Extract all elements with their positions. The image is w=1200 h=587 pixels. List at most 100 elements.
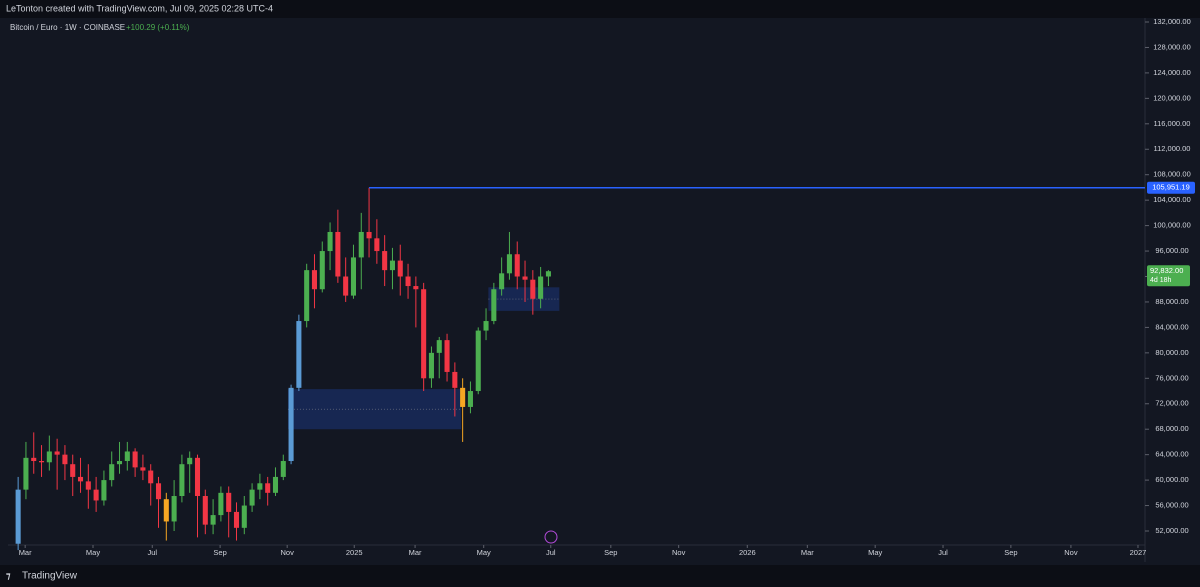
candle-body — [288, 387, 294, 462]
candle-body — [109, 464, 115, 481]
y-tick-label: 104,000.00 — [1153, 195, 1191, 204]
last-price: 92,832.00 — [1150, 266, 1183, 275]
y-tick-label: 128,000.00 — [1153, 42, 1191, 51]
candle-body — [405, 276, 411, 287]
event-icon[interactable] — [544, 530, 558, 544]
x-tick-label: Mar — [409, 548, 422, 557]
candle-body — [210, 515, 216, 525]
candle-body — [483, 321, 489, 331]
y-tick-label: 72,000.00 — [1155, 399, 1188, 408]
countdown: 4d 18h — [1150, 277, 1172, 284]
y-tick-label: 84,000.00 — [1155, 322, 1188, 331]
candle-body — [62, 454, 68, 465]
candle-body — [70, 464, 76, 477]
candle-body — [296, 321, 302, 388]
candle-body — [444, 340, 450, 372]
candle-body — [382, 251, 388, 271]
candle-body — [514, 254, 520, 277]
candle-body — [272, 476, 279, 493]
candle-body — [421, 289, 427, 379]
candle-body — [350, 257, 357, 296]
y-tick-label: 56,000.00 — [1155, 501, 1188, 510]
brand-logo: ⁊ — [6, 570, 11, 580]
candle-body — [202, 496, 208, 525]
candle-body — [413, 286, 419, 290]
y-tick-label: 132,000.00 — [1153, 17, 1191, 26]
candle-body — [319, 251, 325, 290]
x-tick-label: Jul — [546, 548, 556, 557]
candle-body — [538, 276, 544, 299]
candle-body — [140, 467, 146, 471]
candle-body — [522, 276, 528, 280]
y-tick-label: 68,000.00 — [1155, 424, 1188, 433]
candle-body — [233, 511, 240, 528]
candle-body — [311, 270, 318, 290]
candle-body — [155, 483, 162, 500]
x-tick-label: Sep — [1004, 548, 1017, 557]
x-tick-label: 2025 — [346, 548, 363, 557]
x-tick-label: May — [477, 548, 491, 557]
candle-body — [132, 451, 138, 468]
candle-body — [226, 492, 232, 512]
candle-body — [389, 260, 395, 271]
y-tick-label: 112,000.00 — [1154, 144, 1191, 153]
x-tick-label: Mar — [19, 548, 32, 557]
y-tick-label: 116,000.00 — [1154, 119, 1191, 128]
candle-body — [116, 461, 123, 465]
y-tick-label: 124,000.00 — [1153, 68, 1191, 77]
candle-body — [124, 451, 130, 462]
x-tick-label: Mar — [801, 548, 814, 557]
candle-body — [460, 387, 466, 407]
x-tick-label: Nov — [672, 548, 686, 557]
candle-body — [54, 451, 60, 455]
y-tick-label: 108,000.00 — [1153, 170, 1191, 179]
candle-body — [38, 461, 45, 463]
candle-body — [179, 464, 185, 497]
candle-body — [163, 499, 169, 522]
candle-body — [358, 231, 364, 258]
last-price-bg — [1147, 265, 1190, 287]
candle-body — [280, 461, 286, 477]
y-tick-label: 96,000.00 — [1155, 246, 1188, 255]
brand: TradingView — [22, 571, 78, 582]
y-tick-label: 80,000.00 — [1155, 348, 1188, 357]
candle-body — [249, 489, 255, 506]
candle-body — [187, 457, 193, 465]
credit: LeTonton created with TradingView.com, J… — [6, 3, 273, 13]
candle-body — [452, 371, 458, 388]
candle-body — [171, 496, 177, 522]
y-tick-label: 88,000.00 — [1155, 297, 1188, 306]
candle-body — [101, 480, 107, 501]
candle-body — [241, 505, 247, 528]
resistance-label: 105,951.19 — [1152, 183, 1190, 192]
candle-body — [491, 289, 497, 322]
y-tick-label: 120,000.00 — [1153, 93, 1191, 102]
candle-body — [530, 279, 536, 299]
candle-body — [397, 260, 403, 277]
x-tick-label: 2026 — [739, 548, 756, 557]
candle-body — [545, 271, 551, 277]
candle-body — [335, 231, 341, 277]
candle-body — [77, 476, 84, 482]
y-tick-label: 52,000.00 — [1155, 526, 1188, 535]
candle-body — [499, 273, 505, 290]
candle-body — [31, 457, 37, 462]
top-bar — [0, 0, 1200, 18]
x-tick-label: Sep — [604, 548, 617, 557]
candle-body — [93, 489, 99, 501]
candle-body — [475, 330, 481, 392]
candle-body — [218, 492, 224, 516]
resistance-label-bg — [1147, 181, 1195, 194]
y-tick-label: 64,000.00 — [1155, 450, 1188, 459]
candle-body — [374, 238, 380, 252]
y-tick-label: 100,000.00 — [1153, 221, 1191, 230]
symbol: Bitcoin / Euro · 1W · COINBASE — [10, 23, 125, 32]
y-tick-label: 60,000.00 — [1155, 475, 1188, 484]
candle-body — [15, 489, 21, 544]
candle-body — [327, 231, 333, 252]
x-tick-label: Jul — [147, 548, 157, 557]
candle-body — [257, 483, 263, 490]
